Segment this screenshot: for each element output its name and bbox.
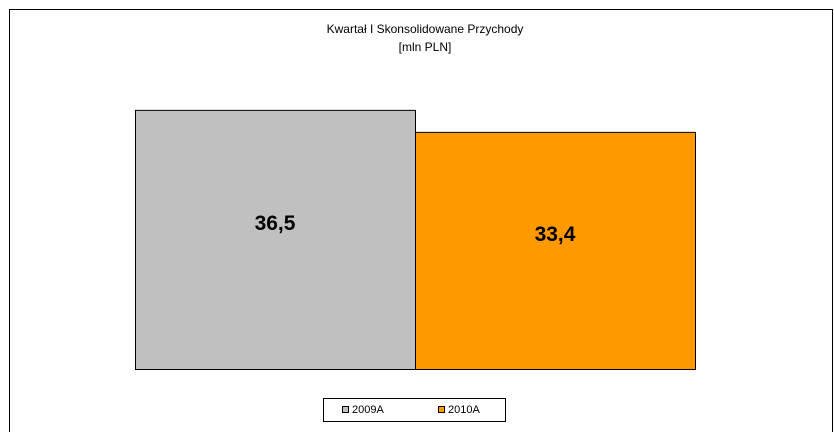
data-label: 36,5 [255,212,296,235]
legend-label: 2010A [448,404,480,416]
legend-box [323,398,506,422]
data-label: 33,4 [535,223,576,246]
chart-subtitle: [mln PLN] [399,40,452,54]
legend-swatch [342,406,349,413]
legend-swatch [438,406,445,413]
bar [415,131,696,370]
chart-title: Kwartał I Skonsolidowane Przychody [327,22,524,36]
bar [135,109,416,370]
legend-label: 2009A [352,404,384,416]
